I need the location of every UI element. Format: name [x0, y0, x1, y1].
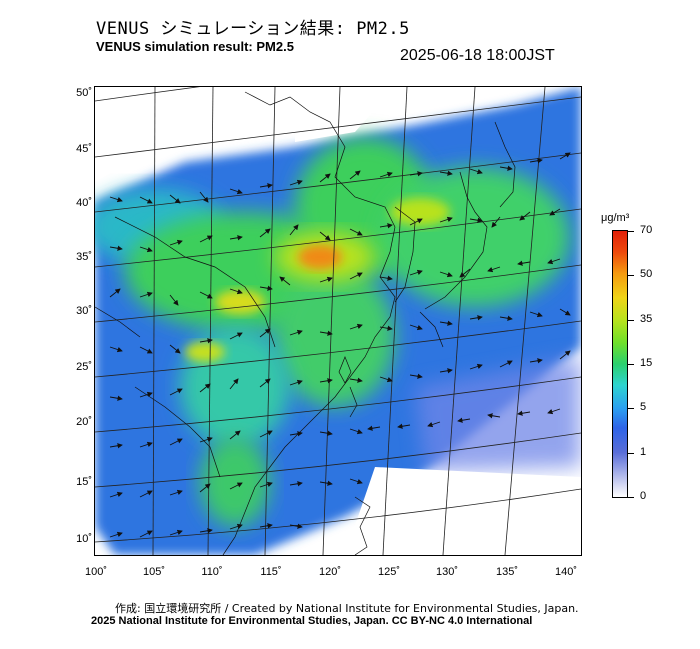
lat-label-25: 25˚: [76, 361, 92, 373]
lat-label-15: 15˚: [76, 476, 92, 488]
colorbar-tick-label: 5: [640, 401, 647, 414]
colorbar-tick-label: 1: [640, 445, 647, 458]
copyright-line: 2025 National Institute for Environmenta…: [91, 615, 533, 627]
colorbar-tick-label: 50: [640, 268, 653, 281]
lat-label-45: 45˚: [76, 143, 92, 155]
lon-label-125: 125˚: [377, 566, 401, 578]
forecast-timestamp: 2025-06-18 18:00JST: [400, 47, 555, 64]
graticule: [95, 87, 581, 555]
colorbar: [612, 230, 628, 498]
lon-label-120: 120˚: [318, 566, 342, 578]
lon-label-140: 140˚: [554, 566, 578, 578]
title-english: VENUS simulation result: PM2.5: [96, 39, 294, 54]
title-japanese: VENUS シミュレーション結果: PM2.5: [96, 19, 410, 39]
lon-label-100: 100˚: [84, 566, 108, 578]
colorbar-tick-label: 0: [640, 490, 647, 502]
lon-label-110: 110˚: [201, 566, 223, 578]
lat-label-40: 40˚: [76, 197, 92, 209]
lat-label-10: 10˚: [76, 533, 92, 545]
colorbar-tick-mark: [628, 452, 634, 454]
colorbar-unit: μg/m³: [601, 212, 630, 224]
colorbar-tick-mark: [628, 497, 634, 498]
colorbar-tick-mark: [628, 231, 634, 232]
map-canvas: [95, 87, 581, 555]
lat-label-50: 50˚: [76, 87, 92, 99]
credit-line: 作成: 国立環境研究所 / Created by National Instit…: [115, 602, 579, 615]
lat-label-35: 35˚: [76, 251, 92, 263]
colorbar-tick-label: 70: [640, 224, 653, 236]
wind-vectors: [109, 152, 571, 538]
colorbar-tick-mark: [628, 275, 634, 277]
lon-label-135: 135˚: [495, 566, 519, 578]
colorbar-tick-label: 15: [640, 357, 653, 369]
colorbar-tick-mark: [628, 408, 634, 410]
lon-label-115: 115˚: [260, 566, 282, 578]
lon-label-130: 130˚: [435, 566, 459, 578]
lon-label-105: 105˚: [142, 566, 166, 578]
colorbar-tick-mark: [628, 319, 634, 321]
lat-label-30: 30˚: [76, 305, 92, 317]
colorbar-tick-label: 35: [640, 312, 653, 325]
pm25-map: [94, 86, 582, 556]
concentration-field: [95, 87, 581, 555]
colorbar-tick-mark: [628, 364, 634, 365]
lat-label-20: 20˚: [76, 416, 92, 428]
